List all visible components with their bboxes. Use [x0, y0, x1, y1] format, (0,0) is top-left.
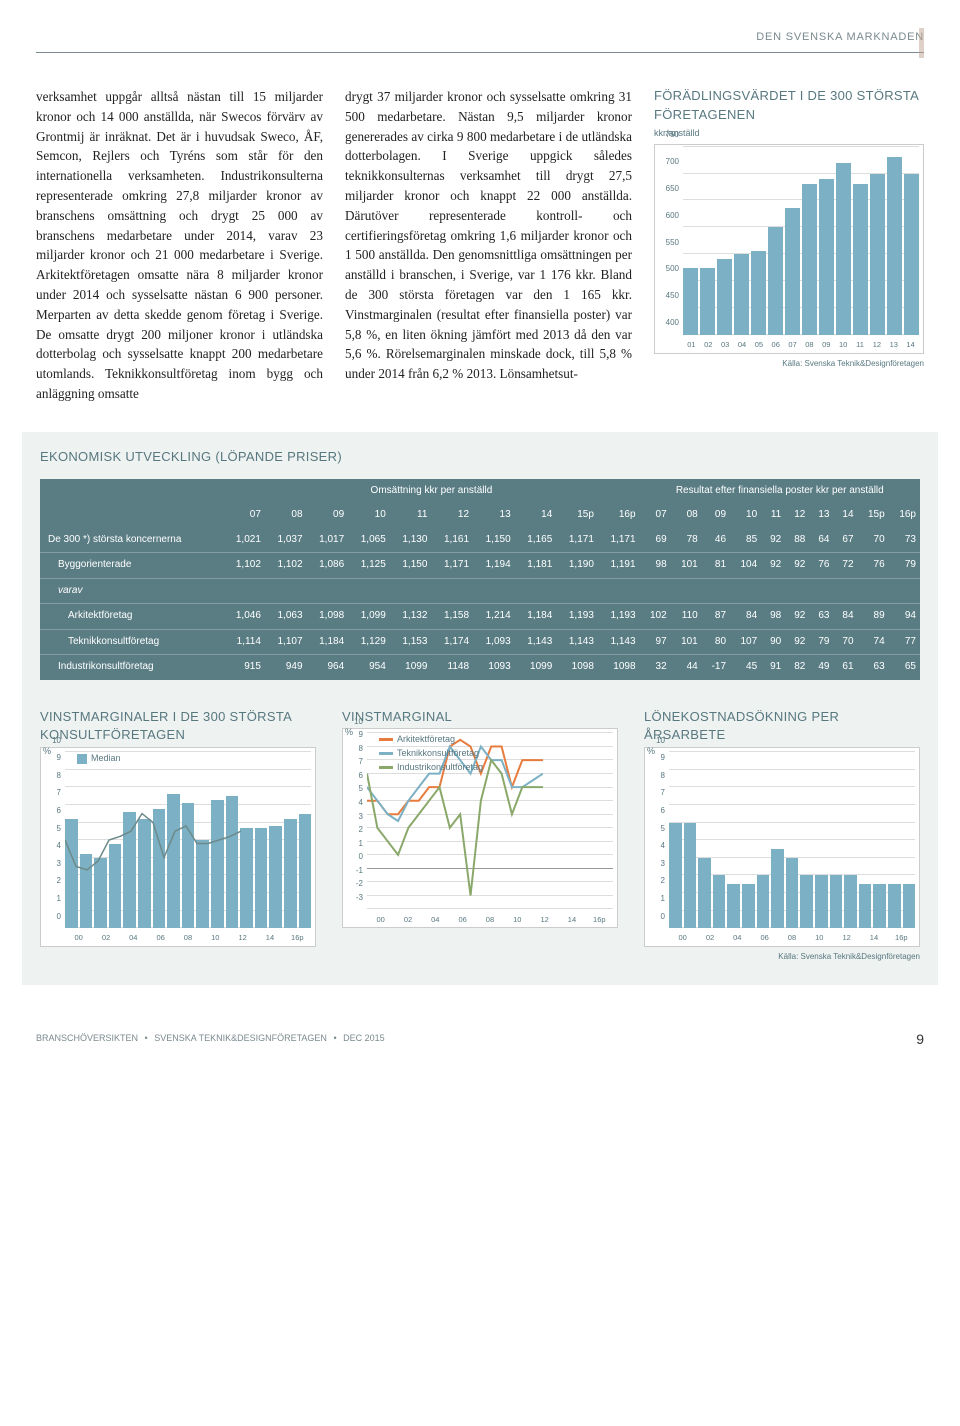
page-footer: BRANSCHÖVERSIKTEN • SVENSKA TEKNIK&DESIG… — [36, 1029, 924, 1049]
chart3: -3-2-1012345678910%000204060810121416pAr… — [342, 728, 618, 928]
text-columns: verksamhet uppgår alltså nästan till 15 … — [36, 87, 924, 404]
econ-band: EKONOMISK UTVECKLING (LÖPANDE PRISER) Om… — [22, 432, 938, 985]
chart4-source: Källa: Svenska Teknik&Designföretagen — [644, 951, 920, 963]
chart1-container: FÖRÄDLINGSVÄRDET I DE 300 STÖRSTA FÖRETA… — [654, 87, 924, 404]
chart4: 012345678910%000204060810121416p — [644, 747, 920, 947]
chart3-title: VINSTMARGINAL — [342, 708, 618, 727]
page-number: 9 — [916, 1029, 924, 1049]
body-text-2: drygt 37 miljarder kronor och sysselsatt… — [345, 87, 632, 384]
chart2-container: VINSTMARGINALER I DE 300 STÖRSTA KONSULT… — [40, 708, 316, 963]
chart1-ylabel: kkr/anställd — [654, 127, 924, 140]
chart1-source: Källa: Svenska Teknik&Designföretagen — [654, 358, 924, 370]
chart2-title: VINSTMARGINALER I DE 300 STÖRSTA KONSULT… — [40, 708, 316, 746]
lower-charts: VINSTMARGINALER I DE 300 STÖRSTA KONSULT… — [40, 708, 920, 963]
footer-left: BRANSCHÖVERSIKTEN • SVENSKA TEKNIK&DESIG… — [36, 1032, 385, 1045]
text-column-1: verksamhet uppgår alltså nästan till 15 … — [36, 87, 323, 404]
footer-org: SVENSKA TEKNIK&DESIGNFÖRETAGEN — [154, 1033, 327, 1043]
chart2: 012345678910%000204060810121416pMedian — [40, 747, 316, 947]
econ-table: Omsättning kkr per anställdResultat efte… — [40, 479, 920, 680]
section-header: DEN SVENSKA MARKNADEN — [36, 30, 924, 53]
econ-title: EKONOMISK UTVECKLING (LÖPANDE PRISER) — [40, 448, 920, 467]
chart3-container: VINSTMARGINAL -3-2-1012345678910%0002040… — [342, 708, 618, 963]
chart4-container: LÖNEKOSTNADSÖKNING PER ÅRSARBETE 0123456… — [644, 708, 920, 963]
footer-sep-icon: • — [333, 1033, 336, 1043]
footer-sep-icon: • — [145, 1033, 148, 1043]
chart4-title: LÖNEKOSTNADSÖKNING PER ÅRSARBETE — [644, 708, 920, 746]
chart1: 4004505005506006507007500102030405060708… — [654, 144, 924, 354]
text-column-2: drygt 37 miljarder kronor och sysselsatt… — [345, 87, 632, 404]
footer-section: BRANSCHÖVERSIKTEN — [36, 1033, 138, 1043]
body-text-1: verksamhet uppgår alltså nästan till 15 … — [36, 87, 323, 404]
chart1-title: FÖRÄDLINGSVÄRDET I DE 300 STÖRSTA FÖRETA… — [654, 87, 924, 125]
footer-date: DEC 2015 — [343, 1033, 385, 1043]
